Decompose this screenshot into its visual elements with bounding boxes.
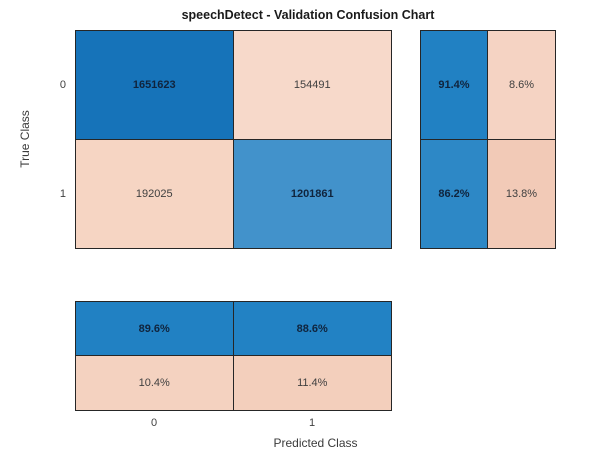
matrix-cell-0-1: 154491 <box>233 31 391 140</box>
row-summary-cell-0-0: 91.4% <box>421 31 488 140</box>
chart-title: speechDetect - Validation Confusion Char… <box>181 8 435 22</box>
matrix-cell-1-0: 192025 <box>76 139 234 248</box>
x-axis-label: Predicted Class <box>273 436 358 450</box>
y-tick-0: 0 <box>59 79 66 91</box>
y-tick-1: 1 <box>59 188 66 200</box>
column-summary: 89.6% 88.6% 10.4% 11.4% <box>75 301 392 411</box>
row-summary: 91.4% 8.6% 86.2% 13.8% <box>420 30 556 249</box>
row-summary-cell-1-1: 13.8% <box>488 139 555 248</box>
column-summary-cell-1-0: 10.4% <box>76 356 234 410</box>
matrix-cell-1-1: 1201861 <box>233 139 391 248</box>
column-summary-cell-0-0: 89.6% <box>76 302 234 356</box>
matrix-cell-0-0: 1651623 <box>76 31 234 140</box>
x-tick-0: 0 <box>150 417 158 429</box>
x-tick-1: 1 <box>308 417 316 429</box>
column-summary-cell-1-1: 11.4% <box>233 356 391 410</box>
row-summary-cell-1-0: 86.2% <box>421 139 488 248</box>
column-summary-cell-0-1: 88.6% <box>233 302 391 356</box>
row-summary-cell-0-1: 8.6% <box>488 31 555 140</box>
y-axis-label: True Class <box>18 110 32 168</box>
confusion-matrix: 1651623 154491 192025 1201861 <box>75 30 392 249</box>
